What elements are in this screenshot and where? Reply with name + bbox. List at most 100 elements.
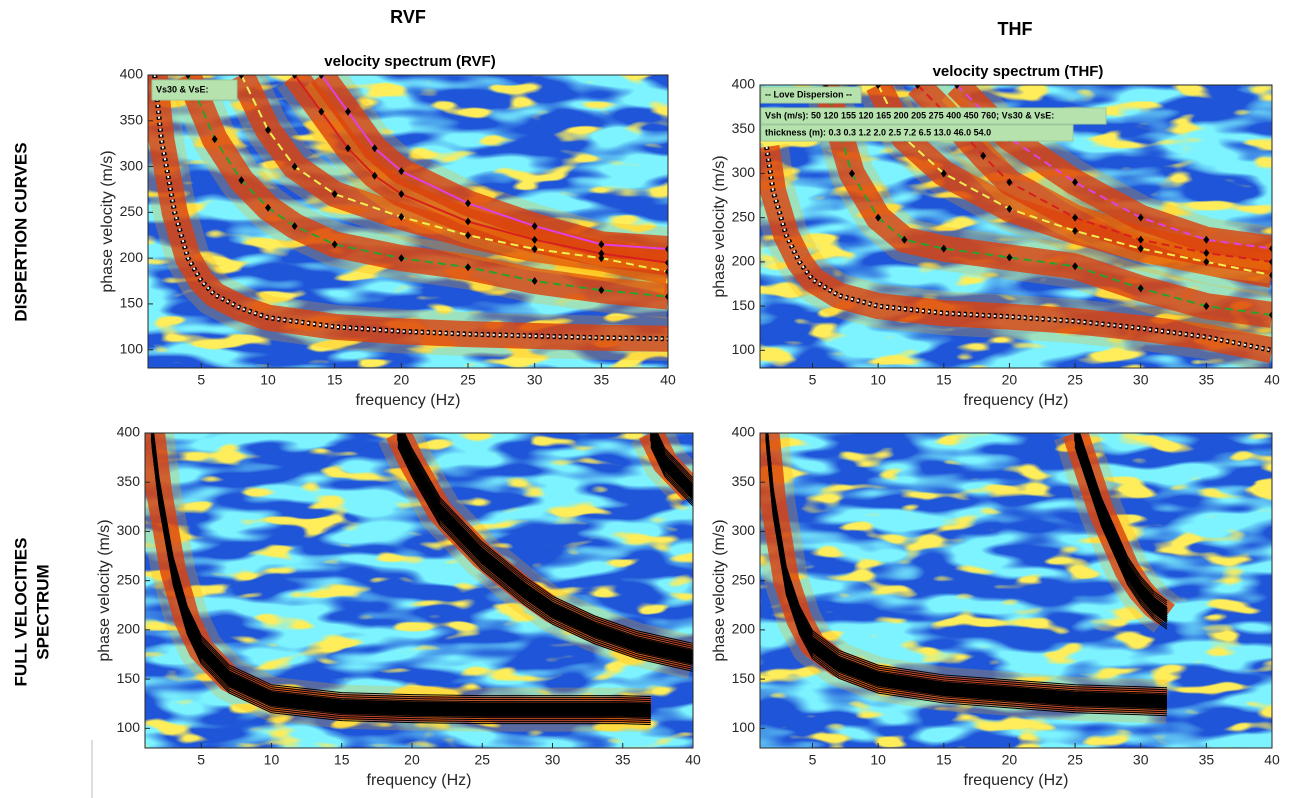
picked-point bbox=[1006, 178, 1013, 187]
picked-point bbox=[940, 169, 947, 178]
picked-point bbox=[914, 85, 921, 89]
x-tick-label: 40 bbox=[685, 752, 701, 768]
picked-point bbox=[1269, 310, 1272, 319]
x-tick-label: 15 bbox=[334, 752, 350, 768]
x-tick-label: 20 bbox=[404, 752, 420, 768]
picked-point bbox=[465, 263, 471, 272]
x-tick-label: 10 bbox=[260, 372, 276, 388]
annotation: -- Love Dispersion -- bbox=[765, 89, 852, 99]
x-tick-label: 5 bbox=[809, 752, 817, 768]
dispersion-curve bbox=[824, 85, 1272, 316]
picked-point bbox=[291, 75, 298, 79]
picked-point bbox=[1072, 213, 1079, 222]
annotation: Vs30 & VsE: bbox=[156, 84, 209, 94]
picked-point bbox=[848, 169, 855, 178]
column-title: RVF bbox=[390, 7, 426, 27]
y-tick-label: 150 bbox=[120, 295, 144, 311]
picked-point bbox=[345, 107, 351, 116]
picked-point bbox=[1072, 178, 1079, 187]
y-tick-label: 100 bbox=[117, 719, 141, 735]
row-title: SPECTRUM bbox=[33, 564, 52, 659]
picked-point bbox=[1137, 213, 1144, 222]
picked-point bbox=[1269, 257, 1272, 266]
picked-point bbox=[598, 249, 605, 258]
x-tick-label: 25 bbox=[460, 372, 476, 388]
x-tick-label: 5 bbox=[809, 372, 817, 388]
y-tick-label: 350 bbox=[732, 120, 756, 136]
contour-line bbox=[766, 446, 1167, 717]
x-tick-label: 20 bbox=[394, 372, 410, 388]
picked-point bbox=[238, 176, 245, 185]
x-tick-label: 20 bbox=[1002, 372, 1018, 388]
x-tick-label: 35 bbox=[1199, 752, 1215, 768]
contour-line bbox=[655, 433, 693, 483]
x-tick-label: 10 bbox=[870, 752, 886, 768]
contour-line bbox=[656, 433, 693, 481]
dispersion-curve bbox=[765, 146, 1272, 352]
x-tick-label: 30 bbox=[527, 372, 543, 388]
picked-point bbox=[1137, 284, 1144, 293]
contour-line bbox=[650, 442, 693, 503]
x-axis-label: frequency (Hz) bbox=[356, 392, 461, 409]
x-axis-label: frequency (Hz) bbox=[964, 392, 1069, 409]
picked-point bbox=[331, 240, 338, 249]
contour-line bbox=[1079, 433, 1168, 602]
chart-title: velocity spectrum (RVF) bbox=[324, 53, 495, 70]
contour-line bbox=[656, 433, 693, 479]
axes-frame bbox=[759, 432, 1273, 749]
picked-point bbox=[465, 199, 471, 208]
contour-line bbox=[1074, 446, 1168, 630]
chart-title: velocity spectrum (THF) bbox=[933, 63, 1104, 80]
x-tick-label: 5 bbox=[197, 372, 205, 388]
contour-line bbox=[1077, 433, 1168, 606]
dispersion-curve bbox=[153, 75, 668, 340]
y-tick-label: 400 bbox=[732, 424, 756, 440]
contour-line bbox=[397, 440, 693, 666]
picked-point bbox=[531, 235, 538, 244]
contour-line bbox=[1074, 440, 1168, 624]
y-tick-label: 250 bbox=[120, 203, 144, 219]
plot-area bbox=[145, 433, 693, 748]
contour-line bbox=[1074, 444, 1168, 628]
contour-line bbox=[649, 438, 693, 499]
picked-point bbox=[598, 286, 605, 295]
row-title: DISPERTION CURVES bbox=[11, 142, 30, 321]
x-tick-label: 25 bbox=[1067, 752, 1083, 768]
picked-point bbox=[1006, 204, 1013, 213]
y-tick-label: 400 bbox=[117, 424, 141, 440]
picked-point bbox=[185, 75, 191, 79]
contour-line bbox=[650, 446, 693, 507]
picked-point bbox=[1269, 244, 1272, 253]
dispersion-curve bbox=[877, 85, 1272, 277]
x-tick-label: 30 bbox=[545, 752, 561, 768]
y-tick-label: 350 bbox=[120, 111, 144, 127]
x-axis-label: frequency (Hz) bbox=[367, 772, 472, 789]
annotation-box bbox=[760, 86, 862, 104]
x-tick-label: 30 bbox=[1133, 372, 1149, 388]
x-axis-label: frequency (Hz) bbox=[964, 772, 1069, 789]
picked-point bbox=[398, 254, 405, 263]
picked-point bbox=[875, 213, 882, 222]
contour-line bbox=[397, 446, 693, 672]
x-tick-label: 15 bbox=[327, 372, 343, 388]
picked-point bbox=[531, 277, 538, 286]
picked-point bbox=[465, 231, 471, 240]
picked-point bbox=[665, 267, 668, 276]
x-tick-label: 40 bbox=[660, 372, 676, 388]
dispersion-curve bbox=[187, 75, 668, 298]
contour-line bbox=[1074, 442, 1168, 626]
y-tick-label: 300 bbox=[732, 522, 756, 538]
y-tick-label: 350 bbox=[732, 473, 756, 489]
picked-point bbox=[1137, 235, 1144, 244]
contour-line bbox=[397, 444, 693, 670]
y-tick-label: 150 bbox=[732, 670, 756, 686]
contour-line bbox=[650, 444, 693, 505]
x-tick-label: 25 bbox=[1067, 372, 1083, 388]
picked-point bbox=[901, 235, 908, 244]
dispersion-curve bbox=[916, 85, 1272, 263]
picked-point bbox=[265, 203, 271, 212]
picked-point bbox=[1072, 226, 1079, 235]
x-tick-label: 15 bbox=[936, 752, 952, 768]
picked-point bbox=[291, 222, 298, 231]
x-tick-label: 15 bbox=[936, 372, 952, 388]
